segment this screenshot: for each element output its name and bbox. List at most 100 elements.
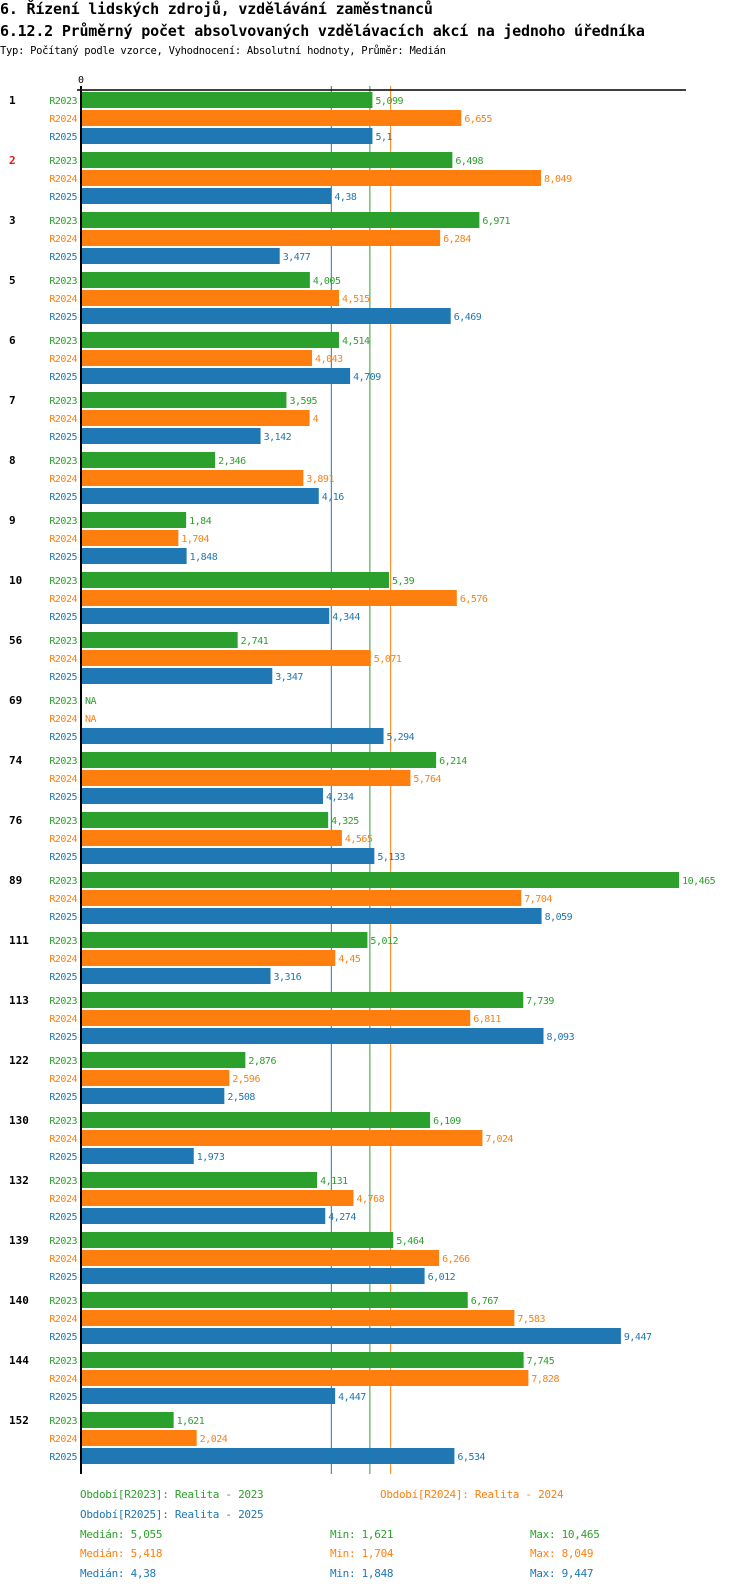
series-label: R2023	[49, 516, 77, 527]
legend-median-r2025: Medián: 4,38	[80, 1567, 156, 1580]
chart-title: 6.12.2 Průměrný počet absolvovaných vzdě…	[0, 22, 645, 40]
data-label: 2,876	[248, 1056, 276, 1067]
series-label: R2024	[49, 534, 77, 545]
legend-min-r2025: Min: 1,848	[330, 1567, 394, 1580]
bar-r2023	[82, 632, 238, 648]
bar-r2023	[82, 1112, 431, 1128]
data-label: 4,709	[353, 372, 381, 383]
bar-r2024	[82, 1310, 515, 1326]
bar-r2025	[82, 968, 271, 984]
legend-min-r2023: Min: 1,621	[330, 1528, 394, 1541]
bar-r2023	[82, 1052, 246, 1068]
category-label: 132	[9, 1174, 29, 1187]
series-label: R2023	[49, 1236, 77, 1247]
series-label: R2024	[49, 1194, 77, 1205]
series-label: R2023	[49, 1056, 77, 1067]
series-label: R2024	[49, 234, 77, 245]
data-label: 7,828	[531, 1374, 559, 1385]
bar-r2024	[82, 110, 462, 126]
data-label: 7,583	[517, 1314, 545, 1325]
bar-r2025	[82, 788, 323, 804]
data-label: 3,891	[306, 474, 334, 485]
bar-r2023	[82, 1292, 468, 1308]
bar-r2024	[82, 1370, 529, 1386]
series-label: R2025	[49, 492, 77, 503]
series-label: R2025	[49, 792, 77, 803]
data-label: 7,024	[485, 1134, 513, 1145]
series-label: R2025	[49, 252, 77, 263]
data-label: 1,621	[177, 1416, 205, 1427]
data-label: 8,049	[544, 174, 572, 185]
bar-r2023	[82, 452, 216, 468]
data-label: 4,234	[326, 792, 354, 803]
data-label: 5,764	[413, 774, 441, 785]
series-label: R2024	[49, 354, 77, 365]
category-label: 139	[9, 1234, 29, 1247]
bar-r2023	[82, 1412, 174, 1428]
category-label: 113	[9, 994, 29, 1007]
bar-r2025	[82, 548, 187, 564]
data-label: 6,534	[457, 1452, 485, 1463]
data-label: 2,508	[227, 1092, 255, 1103]
series-label: R2024	[49, 414, 77, 425]
series-label: R2023	[49, 1116, 77, 1127]
category-label: 5	[9, 274, 16, 287]
series-label: R2023	[49, 396, 77, 407]
bar-r2023	[82, 812, 329, 828]
chart-info: Typ: Počítaný podle vzorce, Vyhodnocení:…	[0, 45, 446, 57]
bar-r2024	[82, 170, 542, 186]
category-label: 7	[9, 394, 16, 407]
bar-r2023	[82, 932, 368, 948]
series-label: R2024	[49, 1434, 77, 1445]
data-label: 7,745	[527, 1356, 555, 1367]
series-label: R2025	[49, 1152, 77, 1163]
bar-r2025	[82, 668, 273, 684]
series-label: R2025	[49, 972, 77, 983]
series-label: R2023	[49, 1296, 77, 1307]
bar-r2023	[82, 1172, 318, 1188]
data-label: 8,059	[545, 912, 573, 923]
data-label: 6,266	[442, 1254, 470, 1265]
data-label: 4,005	[313, 276, 341, 287]
series-label: R2023	[49, 576, 77, 587]
series-label: R2024	[49, 114, 77, 125]
legend-median-r2023: Medián: 5,055	[80, 1528, 163, 1541]
bar-r2023	[82, 1232, 394, 1248]
data-label: 4,45	[338, 954, 361, 965]
series-label: R2025	[49, 1332, 77, 1343]
data-label: 5,294	[387, 732, 415, 743]
category-label: 144	[9, 1354, 29, 1367]
data-label: 4,768	[356, 1194, 384, 1205]
series-label: R2023	[49, 1176, 77, 1187]
series-label: R2023	[49, 636, 77, 647]
series-label: R2024	[49, 174, 77, 185]
data-label: 4,565	[345, 834, 373, 845]
data-label: 4	[313, 414, 319, 425]
data-label: 5,099	[375, 96, 403, 107]
section-title: 6. Řízení lidských zdrojů, vzdělávání za…	[0, 0, 433, 18]
data-label: 2,346	[218, 456, 246, 467]
bar-r2024	[82, 410, 310, 426]
series-label: R2023	[49, 816, 77, 827]
bar-r2023	[82, 212, 480, 228]
bar-r2025	[82, 248, 280, 264]
bar-r2024	[82, 230, 441, 246]
data-label: NA	[85, 696, 97, 707]
data-label: 2,741	[241, 636, 269, 647]
data-label: 1,973	[197, 1152, 225, 1163]
series-label: R2023	[49, 1416, 77, 1427]
series-label: R2024	[49, 834, 77, 845]
series-label: R2023	[49, 996, 77, 1007]
data-label: 5,39	[392, 576, 415, 587]
series-label: R2024	[49, 594, 77, 605]
bar-r2025	[82, 1088, 225, 1104]
bar-r2024	[82, 470, 304, 486]
data-label: 4,131	[320, 1176, 348, 1187]
bar-r2024	[82, 1430, 197, 1446]
data-label: 3,595	[289, 396, 317, 407]
category-label: 140	[9, 1294, 29, 1307]
category-label: 6	[9, 334, 16, 347]
series-label: R2023	[49, 216, 77, 227]
data-label: 5,071	[374, 654, 402, 665]
bar-r2023	[82, 572, 390, 588]
